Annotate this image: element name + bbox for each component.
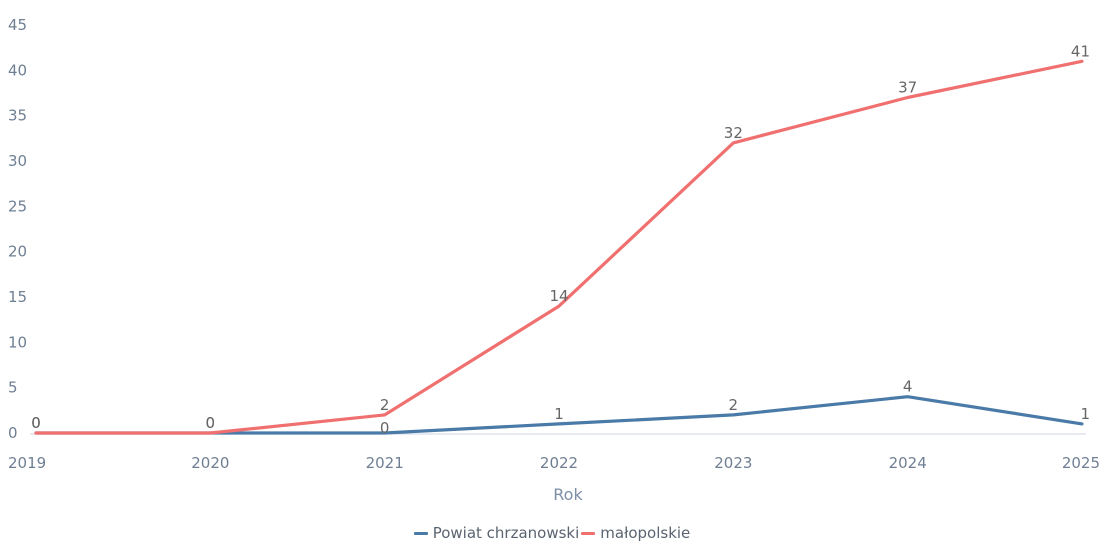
data-label: 0 [380, 419, 390, 437]
data-label: 2 [380, 396, 390, 414]
data-label: 0 [31, 414, 41, 432]
data-label: 4 [903, 378, 913, 396]
legend-item-powiat[interactable]: Powiat chrzanowski [413, 524, 580, 542]
legend-item-malopolskie[interactable]: małopolskie [579, 524, 690, 542]
data-label: 41 [1071, 42, 1090, 60]
data-label: 0 [206, 414, 216, 432]
data-label: 0 [31, 414, 41, 432]
data-label: 37 [898, 79, 917, 97]
data-label: 2 [729, 396, 739, 414]
x-tick-label: 2021 [366, 454, 404, 472]
series-lines [34, 59, 1084, 435]
y-tick-label: 25 [8, 197, 27, 215]
x-tick-label: 2025 [1062, 454, 1100, 472]
y-tick-label: 5 [8, 379, 18, 397]
series-line-malopolskie [34, 59, 1084, 435]
x-tick-label: 2022 [540, 454, 578, 472]
legend-swatch-malopolskie [581, 531, 596, 535]
y-tick-label: 40 [8, 61, 27, 79]
x-tick-label: 2019 [8, 454, 46, 472]
y-axis-ticks: 0 5 10 15 20 25 30 35 40 45 [8, 16, 27, 442]
data-label: 1 [554, 405, 564, 423]
x-tick-label: 2024 [889, 454, 927, 472]
y-tick-label: 10 [8, 333, 27, 351]
y-tick-label: 30 [8, 152, 27, 170]
y-tick-label: 0 [8, 424, 18, 442]
y-tick-label: 45 [8, 16, 27, 34]
data-label: 32 [724, 124, 743, 142]
x-tick-label: 2020 [191, 454, 229, 472]
y-tick-label: 15 [8, 288, 27, 306]
x-axis-title: Rok [553, 485, 583, 504]
data-label: 14 [549, 287, 568, 305]
legend: Powiat chrzanowski małopolskie [0, 524, 1104, 542]
legend-label-malopolskie: małopolskie [600, 524, 691, 542]
data-label: 1 [1080, 405, 1090, 423]
legend-label-powiat: Powiat chrzanowski [432, 524, 580, 542]
y-tick-label: 35 [8, 107, 27, 125]
data-label: 0 [206, 414, 216, 432]
x-tick-label: 2023 [714, 454, 752, 472]
legend-swatch-powiat [413, 531, 428, 535]
y-tick-label: 20 [8, 243, 27, 261]
x-axis-ticks: 2019 2020 2021 2022 2023 2024 2025 [8, 454, 1100, 472]
